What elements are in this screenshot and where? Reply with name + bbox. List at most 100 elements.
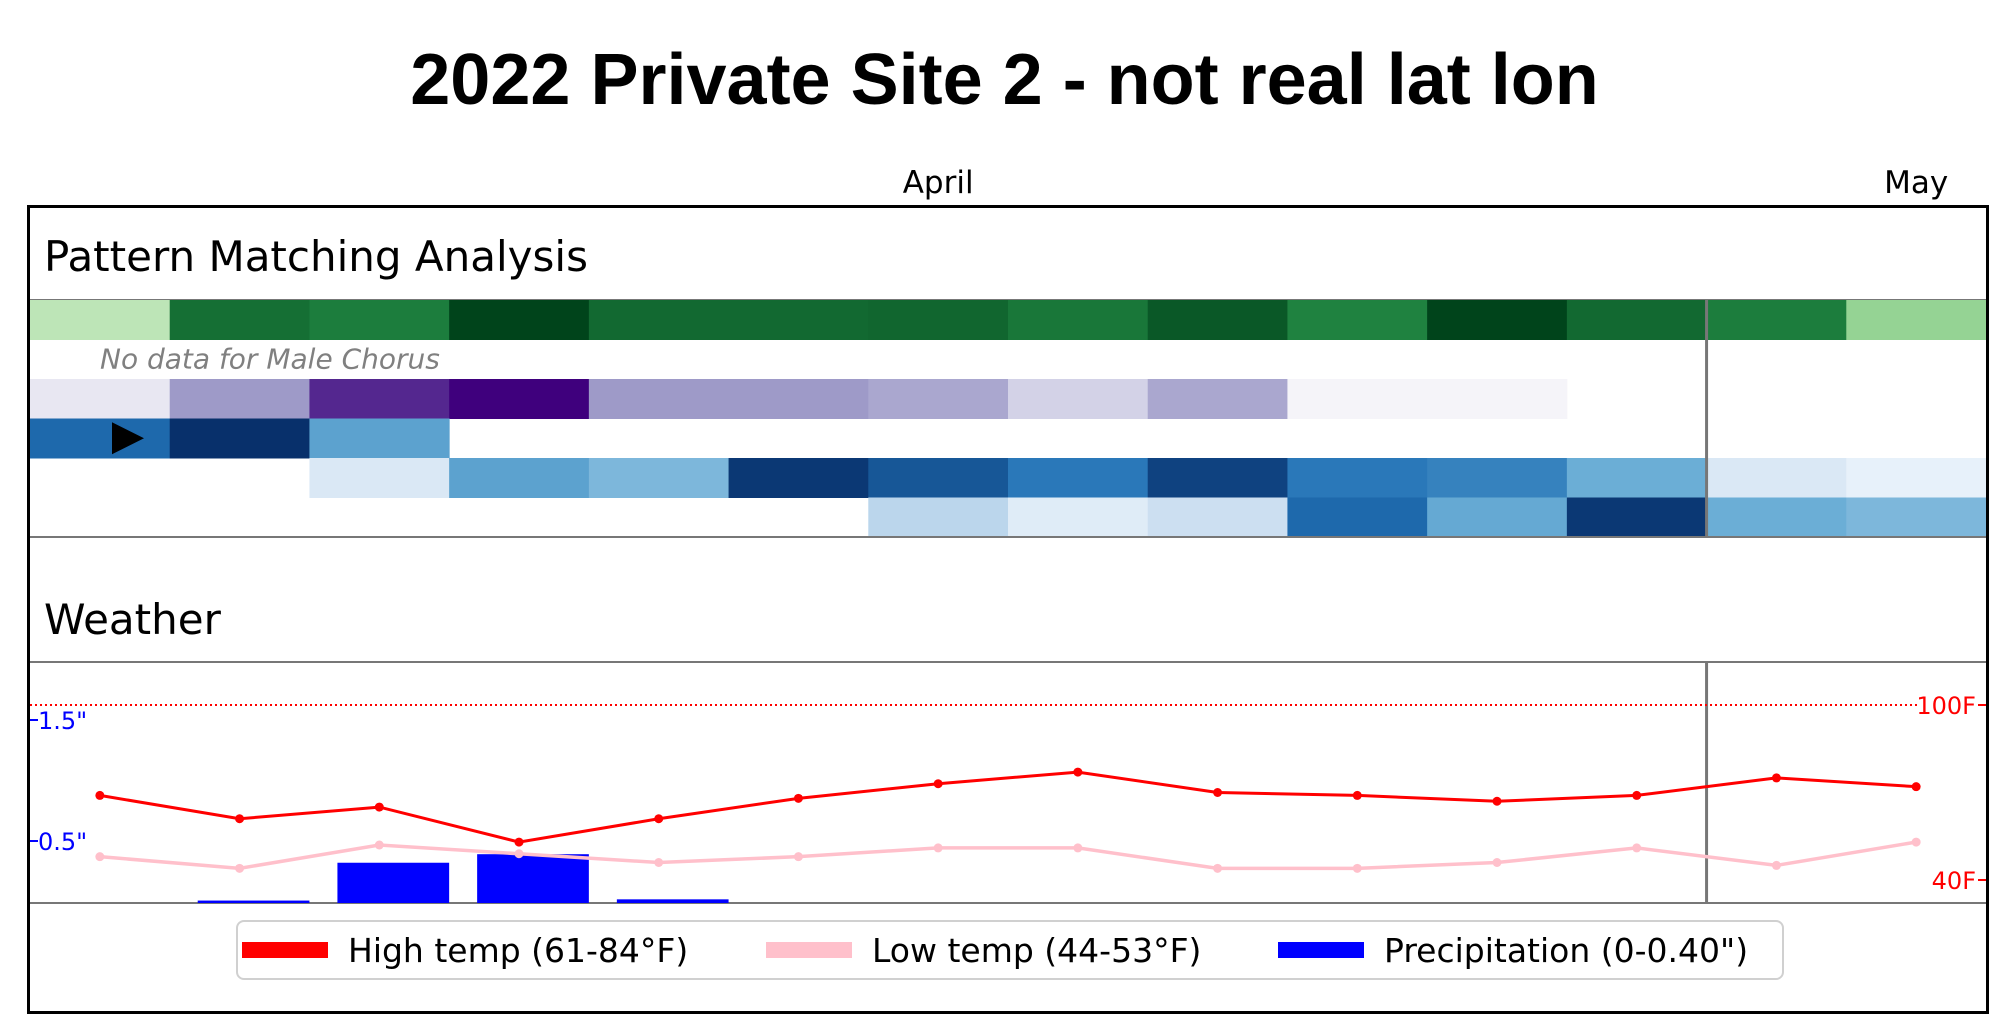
precip-bar xyxy=(197,900,310,903)
heatmap-cell xyxy=(1427,379,1568,419)
low-temp-point xyxy=(1911,837,1921,847)
section-title-pattern: Pattern Matching Analysis xyxy=(44,232,588,281)
heatmap-cell xyxy=(309,458,450,498)
heatmap-cell xyxy=(449,300,590,340)
heatmap-cell xyxy=(449,379,590,419)
low-temp-point xyxy=(793,852,803,862)
low-temp-point xyxy=(1771,860,1781,870)
heatmap-cell xyxy=(1287,458,1428,498)
high-temp-point xyxy=(1771,773,1781,783)
month-label-may: May xyxy=(1884,165,1949,201)
heatmap-cell xyxy=(1147,300,1288,340)
heatmap-cell xyxy=(588,300,730,340)
heatmap-cell xyxy=(1566,300,1708,340)
heatmap-cell xyxy=(309,300,450,340)
heatmap-cell xyxy=(169,300,310,340)
heatmap-cell xyxy=(868,458,1009,498)
heatmap-cell xyxy=(728,300,869,340)
heatmap-cell xyxy=(449,458,590,498)
low-temp-point xyxy=(1632,843,1642,853)
heatmap-cell xyxy=(1566,458,1708,498)
low-temp-point xyxy=(1492,858,1502,867)
high-temp-point xyxy=(1352,790,1362,800)
heatmap-cell xyxy=(1846,300,1987,340)
heatmap-cell xyxy=(1566,497,1708,538)
legend-label-high: High temp (61-84°F) xyxy=(348,930,689,970)
heatmap-cell xyxy=(1147,497,1288,538)
heatmap-cell xyxy=(1008,300,1149,340)
high-temp-point xyxy=(514,837,524,847)
heatmap-cell xyxy=(1287,379,1428,419)
heatmap-cell xyxy=(30,379,171,419)
heatmap-cell xyxy=(1427,300,1568,340)
high-temp-point xyxy=(235,814,245,824)
heatmap-cell xyxy=(30,300,171,340)
high-temp-point xyxy=(374,802,384,812)
low-temp-point xyxy=(95,852,105,862)
heatmap-cell xyxy=(1706,458,1847,498)
legend-label-precip: Precipitation (0-0.40") xyxy=(1384,930,1749,970)
low-temp-point xyxy=(235,863,245,873)
heatmap-cell xyxy=(169,418,310,459)
heatmap-cell xyxy=(169,379,310,419)
heatmap-cell xyxy=(868,497,1009,538)
high-temp-point xyxy=(654,814,664,824)
heatmap-cell xyxy=(1147,458,1288,498)
heatmap-cell xyxy=(588,458,730,498)
temp-axis-label: 40F xyxy=(1932,867,1976,895)
legend: High temp (61-84°F) Low temp (44-53°F) P… xyxy=(236,920,1784,980)
heatmap-cell xyxy=(1427,497,1568,538)
heatmap-cell xyxy=(1008,497,1149,538)
high-temp-point xyxy=(95,790,105,800)
heatmap-cell xyxy=(728,379,869,419)
low-temp-point xyxy=(1073,843,1083,853)
legend-swatch-precip xyxy=(1278,942,1364,958)
high-temp-point xyxy=(1492,796,1502,806)
precip-bar xyxy=(477,854,589,903)
heatmap-cell xyxy=(868,379,1009,419)
no-data-annotation: No data for Male Chorus xyxy=(100,343,440,376)
low-temp-point xyxy=(514,849,524,859)
low-temp-point xyxy=(933,843,943,853)
low-temp-point xyxy=(1352,863,1362,873)
precip-axis-label: 0.5" xyxy=(38,828,87,856)
precip-axis-label: 1.5" xyxy=(38,707,87,735)
high-temp-point xyxy=(1632,790,1642,800)
heatmap-cell xyxy=(309,379,450,419)
low-temp-point xyxy=(374,840,384,850)
heatmap-cell xyxy=(588,379,730,419)
heatmap-cell xyxy=(1287,300,1428,340)
heatmap-cell xyxy=(1846,458,1987,498)
heatmap-cell xyxy=(1846,497,1987,538)
play-marker-icon xyxy=(112,422,144,455)
high-temp-point xyxy=(793,793,803,803)
legend-swatch-high xyxy=(242,942,328,958)
heatmap-cell xyxy=(1008,458,1149,498)
low-temp-point xyxy=(1213,863,1223,873)
heatmap-cell xyxy=(30,418,171,459)
high-temp-line xyxy=(99,770,1917,844)
legend-item-precip: Precipitation (0-0.40") xyxy=(1278,922,1748,978)
chart-title: 2022 Private Site 2 - not real lat lon xyxy=(410,40,1599,120)
heatmap-cell xyxy=(309,418,450,459)
legend-item-high: High temp (61-84°F) xyxy=(242,922,688,978)
high-temp-point xyxy=(1213,788,1223,797)
heatmap-cell xyxy=(1427,458,1568,498)
heatmap-cell xyxy=(1147,379,1288,419)
high-temp-point xyxy=(1911,782,1921,792)
chart-frame xyxy=(27,205,1989,1014)
section-title-weather: Weather xyxy=(44,595,221,644)
legend-swatch-low xyxy=(766,942,852,958)
legend-label-low: Low temp (44-53°F) xyxy=(872,930,1202,970)
heatmap-cell xyxy=(1008,379,1149,419)
low-temp-point xyxy=(654,858,664,867)
heatmap-cell xyxy=(1706,300,1847,340)
low-temp-line xyxy=(99,840,1917,871)
high-temp-point xyxy=(933,779,943,789)
precip-bar xyxy=(616,899,729,903)
heatmap-cell xyxy=(1287,497,1428,538)
heatmap-cell xyxy=(728,458,869,498)
high-temp-point xyxy=(1073,767,1083,777)
precip-bar xyxy=(337,862,450,903)
